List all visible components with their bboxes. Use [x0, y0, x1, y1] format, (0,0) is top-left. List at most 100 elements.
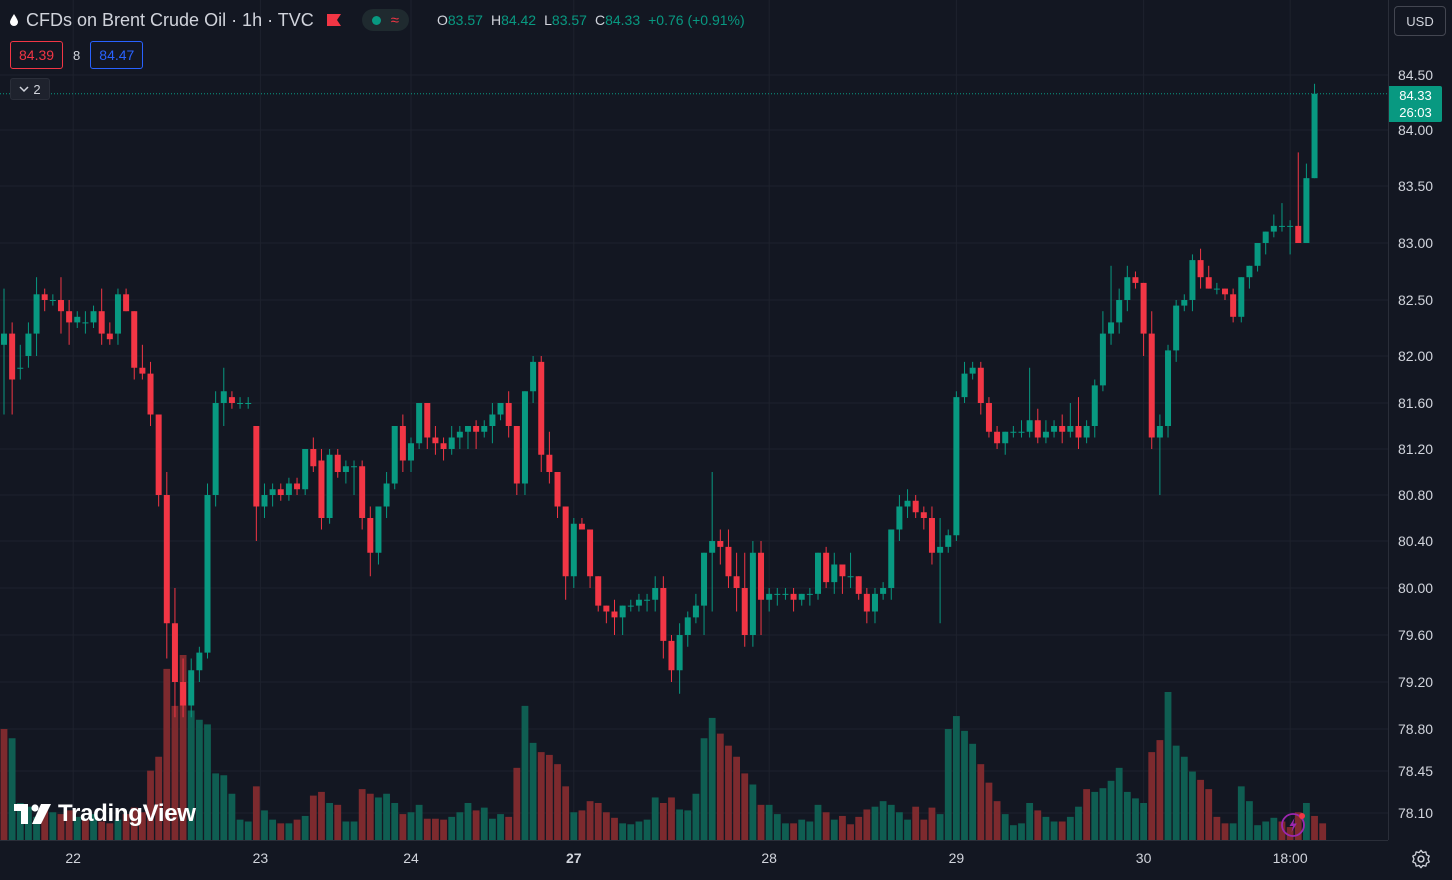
candle-body: [1222, 288, 1228, 295]
candle: [1189, 254, 1196, 312]
candle-body: [1042, 431, 1049, 438]
candle-body: [554, 472, 561, 507]
candle: [1010, 426, 1017, 438]
candle-body: [521, 391, 528, 484]
volume-bar: [619, 823, 627, 840]
candle-body: [1213, 288, 1220, 290]
candle-body: [985, 403, 992, 432]
candle-body: [489, 414, 496, 426]
candle-body: [888, 529, 895, 588]
volume-bar: [578, 810, 586, 840]
time-tick-label: 24: [403, 850, 419, 866]
candle-body: [880, 588, 887, 594]
flash-icon[interactable]: [1280, 810, 1308, 838]
candle-body: [505, 403, 512, 426]
volume-bar: [611, 817, 618, 840]
candle: [17, 344, 24, 380]
candlestick-chart[interactable]: [0, 0, 1388, 840]
candle-body: [790, 593, 797, 600]
candle-body: [725, 546, 732, 577]
candle: [342, 460, 349, 484]
candle-body: [237, 403, 244, 404]
candle: [505, 391, 512, 438]
volume-bar: [220, 775, 228, 840]
volume-bar: [391, 803, 399, 840]
volume-bar: [423, 818, 431, 840]
candle-body: [163, 495, 170, 624]
volume-bar: [668, 797, 675, 840]
sell-price-button[interactable]: 84.39: [10, 41, 64, 69]
collapse-indicators-button[interactable]: 2: [10, 78, 50, 100]
tradingview-logo-icon: [14, 804, 51, 824]
volume-bar: [708, 717, 716, 840]
volume-bar: [1001, 814, 1009, 840]
candle: [1238, 277, 1245, 323]
candle: [123, 288, 130, 312]
currency-button[interactable]: USD: [1394, 6, 1446, 36]
candle: [294, 477, 301, 495]
candle-body: [774, 593, 781, 595]
candle-body: [228, 397, 235, 403]
volume-bar: [1099, 788, 1107, 840]
candle-body: [90, 311, 97, 323]
candle-body: [717, 541, 724, 547]
candle-body: [855, 576, 862, 594]
candle: [456, 426, 463, 449]
candle: [302, 449, 309, 495]
market-status-pill[interactable]: ≈: [361, 9, 409, 31]
volume-bar: [277, 823, 285, 840]
chart-area[interactable]: [0, 0, 1388, 840]
price-tick-label: 78.10: [1398, 805, 1434, 821]
candle: [530, 356, 537, 403]
flag-icon[interactable]: [326, 13, 342, 27]
symbol-title[interactable]: CFDs on Brent Crude Oil · 1h · TVC: [26, 9, 314, 30]
volume-bar: [163, 668, 171, 840]
candle-body: [920, 512, 927, 518]
price-scale[interactable]: 84.50 84.00 83.50 83.00 82.50 82.00 81.60 81.20…: [1388, 0, 1452, 840]
time-tick-label: 18:00: [1272, 850, 1308, 866]
candle: [692, 593, 699, 624]
candle: [489, 403, 496, 444]
price-tick-label: 80.00: [1398, 580, 1434, 596]
candle-body: [1132, 277, 1139, 283]
candle-body: [123, 294, 130, 312]
chart-grid: [0, 0, 1388, 840]
candle: [1270, 214, 1277, 238]
candle: [359, 460, 366, 530]
candle-body: [74, 316, 81, 323]
volume-bars: [0, 655, 1327, 840]
volume-bar: [212, 773, 220, 840]
volume-bar: [920, 819, 928, 840]
settings-icon[interactable]: [1410, 848, 1432, 870]
buy-price-button[interactable]: 84.47: [90, 41, 144, 69]
close-value: 84.33: [605, 12, 641, 28]
tradingview-wordmark: TradingView: [58, 800, 196, 827]
time-scale[interactable]: 22 23 24 27 28 29 30 18:00: [0, 840, 1388, 880]
tradingview-watermark[interactable]: TradingView: [14, 800, 196, 828]
ohlc-legend: O83.57 H84.42 L83.57 C84.33 +0.76 (+0.91…: [437, 12, 745, 28]
candle: [204, 483, 211, 659]
volume-bar: [1066, 816, 1074, 840]
volume-bar: [73, 816, 81, 840]
candle: [180, 658, 187, 718]
volume-bar: [1164, 692, 1172, 840]
volume-bar: [554, 764, 561, 840]
candle: [725, 529, 732, 588]
volume-bar: [790, 823, 797, 840]
candle-body: [1059, 426, 1066, 432]
volume-bar: [570, 812, 578, 840]
candle-body: [1034, 420, 1041, 438]
candle: [977, 361, 984, 415]
candle-body: [302, 449, 309, 490]
volume-bar: [692, 793, 700, 840]
volume-bar: [432, 818, 439, 840]
candle-body: [41, 294, 48, 300]
volume-bar: [871, 806, 879, 840]
candle: [188, 658, 195, 718]
candle: [871, 588, 878, 624]
candle-body: [57, 300, 64, 312]
candle: [562, 506, 569, 600]
candle-body: [587, 529, 594, 577]
candle: [904, 489, 911, 518]
volume-bar: [1050, 821, 1058, 840]
